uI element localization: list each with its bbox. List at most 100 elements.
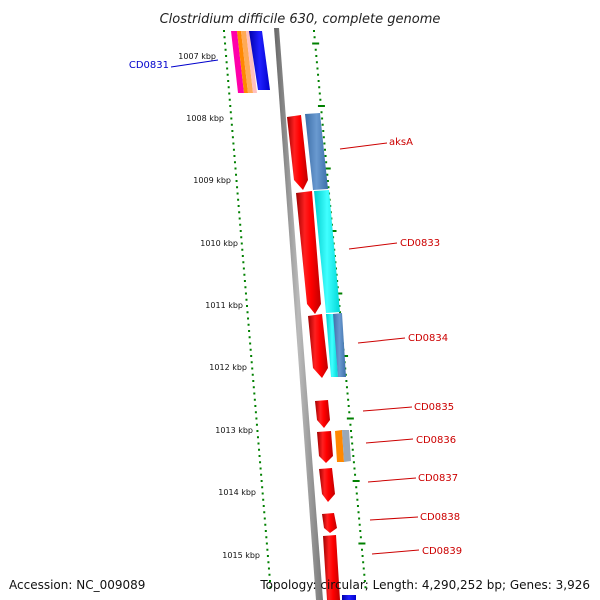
cds-feature[interactable] <box>237 31 248 93</box>
guide-minor-tick <box>316 67 319 70</box>
cds-arrow[interactable] <box>287 115 308 190</box>
gene-label-cd0834[interactable]: CD0834 <box>408 333 448 344</box>
cds-feature[interactable] <box>231 31 244 93</box>
category-block[interactable] <box>333 313 346 377</box>
kbp-minor-tick <box>258 448 261 451</box>
guide-minor-tick <box>359 536 362 539</box>
guide-minor-tick <box>326 180 329 182</box>
gene-label-cd0835[interactable]: CD0835 <box>414 402 454 413</box>
guide-minor-tick <box>318 92 321 95</box>
kbp-minor-tick <box>224 42 227 45</box>
cds-feature[interactable] <box>241 31 253 93</box>
leader-line <box>367 477 417 483</box>
guide-major-tick <box>312 42 320 45</box>
leader-line <box>339 142 388 150</box>
category-block[interactable] <box>335 430 344 462</box>
guide-minor-tick <box>352 461 355 464</box>
kbp-minor-tick <box>255 417 258 420</box>
guide-minor-tick <box>322 130 325 132</box>
kbp-minor-tick <box>244 292 247 295</box>
kbp-minor-tick <box>259 467 262 470</box>
kbp-minor-tick <box>238 217 241 220</box>
guide-minor-tick <box>363 580 366 582</box>
gene-cluster-cd0831[interactable] <box>231 31 270 93</box>
category-block[interactable] <box>342 595 356 600</box>
guide-minor-tick <box>326 173 329 176</box>
cds-feature[interactable] <box>249 31 270 90</box>
gene-label-cd0838[interactable]: CD0838 <box>420 512 460 523</box>
cds-arrow[interactable] <box>317 431 333 463</box>
gene-label-cd0833[interactable]: CD0833 <box>400 238 440 249</box>
cds-feature[interactable] <box>246 31 257 93</box>
guide-minor-tick <box>323 148 326 151</box>
kbp-minor-tick <box>227 86 230 89</box>
guide-minor-tick <box>346 392 349 395</box>
kbp-minor-tick <box>228 92 231 95</box>
guide-minor-tick <box>359 530 362 532</box>
cds-arrow[interactable] <box>322 513 337 533</box>
kbp-minor-tick <box>249 348 252 351</box>
kbp-minor-tick <box>262 498 265 501</box>
kbp-minor-tick <box>237 198 240 201</box>
category-block[interactable] <box>314 190 340 313</box>
cds-arrow[interactable] <box>315 400 330 428</box>
cds-arrow[interactable] <box>323 535 340 600</box>
kbp-minor-tick <box>239 223 242 226</box>
kbp-minor-tick <box>254 411 257 414</box>
leader-line <box>369 516 419 521</box>
leader-line <box>170 59 219 68</box>
category-block[interactable] <box>342 430 351 462</box>
cds-track-category <box>305 113 356 600</box>
gene-label-cd0831[interactable]: CD0831 <box>129 60 169 71</box>
gene-label-cd0839[interactable]: CD0839 <box>422 546 462 557</box>
guide-minor-tick <box>314 48 317 51</box>
kbp-minor-tick <box>247 323 250 326</box>
guide-minor-tick <box>350 436 353 439</box>
cds-arrow[interactable] <box>296 191 321 314</box>
kbp-label: 1010 kbp <box>200 239 238 248</box>
kbp-minor-tick <box>225 61 228 64</box>
kbp-minor-tick <box>236 186 239 189</box>
guide-minor-tick <box>355 492 358 495</box>
guide-minor-tick <box>355 486 358 489</box>
kbp-minor-tick <box>224 48 227 51</box>
kbp-minor-tick <box>242 267 245 270</box>
kbp-minor-tick <box>253 392 256 395</box>
kbp-minor-tick <box>252 380 255 382</box>
kbp-minor-tick <box>255 423 258 426</box>
kbp-minor-tick <box>263 517 266 520</box>
guide-minor-tick <box>323 142 326 145</box>
guide-minor-tick <box>356 498 359 501</box>
guide-minor-tick <box>349 423 352 426</box>
gene-label-cd0837[interactable]: CD0837 <box>418 473 458 484</box>
category-block[interactable] <box>305 113 328 190</box>
kbp-minor-tick <box>231 130 234 132</box>
kbp-minor-tick <box>265 536 268 539</box>
guide-minor-tick <box>356 505 359 507</box>
kbp-label: 1012 kbp <box>209 363 247 372</box>
kbp-minor-tick <box>236 192 239 195</box>
kbp-minor-tick <box>262 505 265 507</box>
gene-label-cd0836[interactable]: CD0836 <box>416 435 456 446</box>
cds-arrow[interactable] <box>308 314 328 378</box>
cds-arrow[interactable] <box>319 468 335 502</box>
kbp-minor-tick <box>247 317 250 320</box>
kbp-minor-tick <box>235 180 238 182</box>
guide-major-tick <box>329 230 337 232</box>
kbp-minor-tick <box>230 117 233 120</box>
kbp-minor-tick <box>264 530 267 532</box>
kbp-label: 1007 kbp <box>178 52 216 61</box>
leader-line <box>371 549 420 555</box>
kbp-minor-tick <box>232 148 235 151</box>
kbp-minor-tick <box>223 36 226 39</box>
guide-minor-tick <box>322 136 325 139</box>
kbp-minor-tick <box>268 580 271 582</box>
kbp-minor-tick <box>260 480 263 482</box>
kbp-minor-tick <box>248 330 251 332</box>
kbp-minor-tick <box>256 430 259 432</box>
guide-minor-tick <box>361 555 364 557</box>
guide-minor-tick <box>317 73 320 76</box>
gene-label-aksA[interactable]: aksA <box>389 137 413 148</box>
guide-minor-tick <box>317 80 320 82</box>
